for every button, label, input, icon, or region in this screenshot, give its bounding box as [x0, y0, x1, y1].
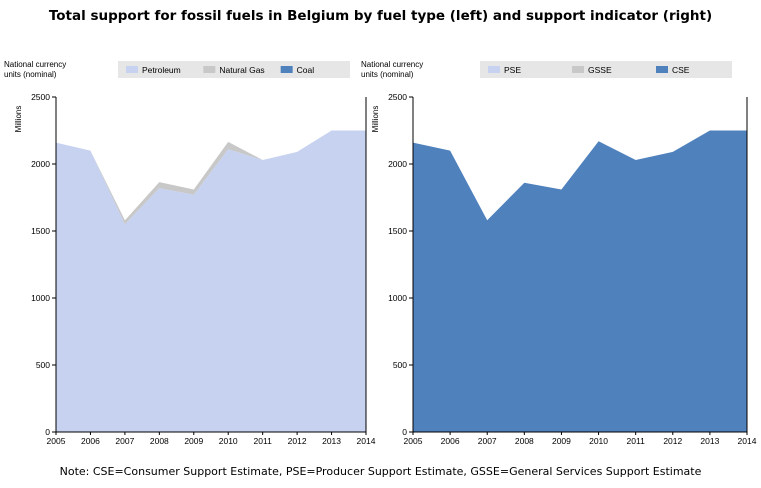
y-tick-label: 2000 [388, 159, 407, 169]
y-tick-label: 0 [402, 427, 407, 437]
legend-label-coal: Coal [297, 65, 315, 75]
x-tick-label: 2009 [184, 436, 203, 446]
chart-title: Total support for fossil fuels in Belgiu… [48, 8, 713, 24]
y-axis-unit-label: National currency units (nominal) [4, 60, 66, 79]
x-tick-label: 2010 [219, 436, 238, 446]
y-tick-label: 1000 [388, 293, 407, 303]
legend-box [480, 61, 732, 78]
x-tick-label: 2005 [404, 436, 423, 446]
legend-label-gsse: GSSE [588, 65, 612, 75]
y-tick-label: 1000 [31, 293, 50, 303]
x-tick-label: 2006 [441, 436, 460, 446]
y-tick-label: 500 [393, 360, 407, 370]
y-axis-millions-label: Millions [14, 106, 23, 133]
area-series-cse [413, 130, 747, 432]
legend-label-cse: CSE [672, 65, 690, 75]
y-tick-label: 2500 [31, 92, 50, 102]
y-tick-label: 2000 [31, 159, 50, 169]
x-tick-label: 2006 [81, 436, 100, 446]
area-series-petroleum [56, 130, 366, 432]
x-tick-label: 2014 [357, 436, 376, 446]
x-tick-label: 2007 [478, 436, 497, 446]
x-tick-label: 2012 [663, 436, 682, 446]
y-axis-unit-label: National currency units (nominal) [361, 60, 423, 79]
legend-swatch-gsse [572, 66, 584, 73]
legend-swatch-coal [280, 66, 293, 73]
y-axis-millions-label: Millions [371, 106, 380, 133]
x-tick-label: 2008 [515, 436, 534, 446]
x-tick-label: 2014 [738, 436, 757, 446]
legend-swatch-pse [488, 66, 500, 73]
x-tick-label: 2012 [288, 436, 307, 446]
right-chart-support-indicator: National currency units (nominal) Millions… [361, 60, 757, 446]
x-tick-label: 2011 [254, 436, 273, 446]
legend-swatch-natural-gas [203, 66, 216, 73]
x-tick-label: 2007 [115, 436, 134, 446]
x-tick-label: 2010 [589, 436, 608, 446]
legend-swatch-cse [656, 66, 668, 73]
x-tick-label: 2013 [322, 436, 341, 446]
x-tick-label: 2011 [627, 436, 646, 446]
legend-label-natural-gas: Natural Gas [219, 65, 264, 75]
y-tick-label: 2500 [388, 92, 407, 102]
x-tick-label: 2013 [700, 436, 719, 446]
left-chart-fuel-type: National currency units (nominal) Millions… [4, 60, 376, 446]
y-tick-label: 1500 [31, 226, 50, 236]
x-tick-label: 2009 [552, 436, 571, 446]
legend-swatch-petroleum [126, 66, 138, 73]
legend-box [118, 61, 350, 78]
y-tick-label: 0 [45, 427, 50, 437]
chart-note: Note: CSE=Consumer Support Estimate, PSE… [59, 465, 702, 478]
y-tick-label: 1500 [388, 226, 407, 236]
legend-label-petroleum: Petroleum [142, 65, 181, 75]
x-tick-label: 2008 [150, 436, 169, 446]
x-tick-label: 2005 [47, 436, 66, 446]
legend-label-pse: PSE [504, 65, 521, 75]
y-tick-label: 500 [36, 360, 50, 370]
